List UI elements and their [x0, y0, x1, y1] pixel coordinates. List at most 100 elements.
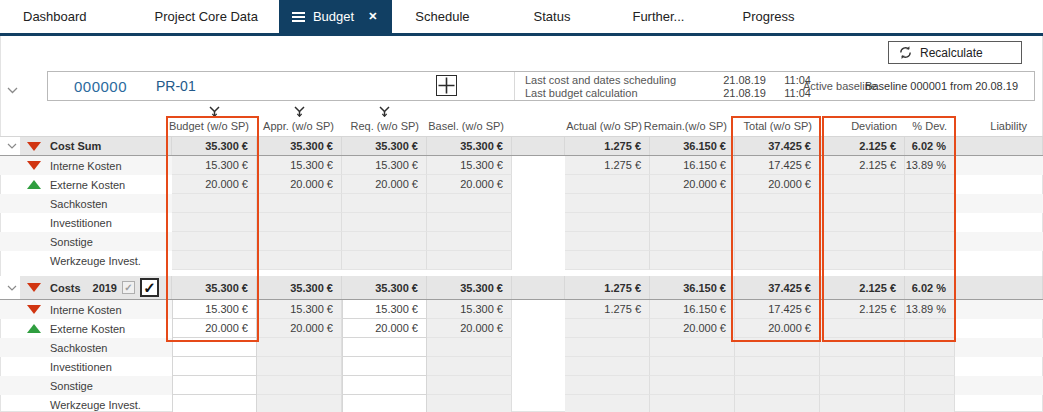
cell-devpct: [905, 232, 955, 251]
cell-budget[interactable]: [172, 395, 257, 412]
cell-budget: [172, 213, 257, 232]
cell-basel: 35.300 €: [427, 276, 512, 299]
cell-liability: [955, 175, 1043, 194]
cell-budget[interactable]: 15.300 €: [172, 300, 257, 319]
row-label: Werkzeuge Invest.: [50, 255, 141, 267]
tab-label: Dashboard: [23, 9, 87, 24]
column-header-total[interactable]: Total (w/o SP): [735, 115, 820, 137]
cell-gap: [512, 232, 565, 251]
year-label: 2019: [93, 282, 117, 294]
stat-date: 21.08.19: [710, 74, 766, 86]
cell-dev: [820, 319, 905, 338]
cell-remain: 36.150 €: [650, 137, 735, 155]
cell-devpct: 13.89 %: [905, 300, 955, 319]
column-header-budget[interactable]: Budget (w/o SP): [172, 115, 257, 137]
column-header-basel[interactable]: Basel. (w/o SP): [427, 115, 512, 137]
section-label-cell: Cost Sum: [0, 137, 172, 155]
recalculate-button[interactable]: Recalculate: [888, 41, 1022, 64]
cell-devpct: [905, 357, 955, 376]
tab-label: Project Core Data: [155, 9, 258, 24]
cell-appr: [257, 213, 342, 232]
menu-bar: [292, 12, 305, 14]
add-plus-button[interactable]: [436, 75, 457, 96]
cell-actual: [565, 213, 650, 232]
tab-spacer: [104, 0, 138, 33]
section-name: Cost Sum: [50, 140, 101, 152]
close-icon[interactable]: ✕: [366, 9, 379, 24]
column-header-req[interactable]: Req. (w/o SP): [342, 115, 427, 137]
table-row: Investitionen: [0, 213, 1043, 232]
cell-total: 37.425 €: [735, 276, 820, 299]
column-header-actual[interactable]: Actual (w/o SP): [565, 115, 650, 137]
row-label-cell: Interne Kosten: [0, 300, 172, 319]
cell-total: 17.425 €: [735, 300, 820, 319]
tab-schedule[interactable]: Schedule: [398, 0, 486, 33]
cell-req[interactable]: [342, 395, 427, 412]
cell-gap: [512, 156, 565, 175]
cell-budget[interactable]: [172, 357, 257, 376]
tab-dashboard[interactable]: Dashboard: [6, 0, 104, 33]
cell-remain: [650, 338, 735, 357]
cell-dev: 2.125 €: [820, 156, 905, 175]
row-label-cell: Sachkosten: [0, 338, 172, 357]
menu-bar: [292, 16, 305, 18]
cell-dev: [820, 194, 905, 213]
cell-liability: [955, 395, 1043, 412]
menu-icon: [292, 12, 305, 22]
cell-req[interactable]: 15.300 €: [342, 300, 427, 319]
menu-bar: [292, 20, 305, 22]
year-checkbox-small[interactable]: ✓: [122, 281, 135, 294]
cell-req: [342, 251, 427, 270]
cell-req: [342, 213, 427, 232]
year-checkbox-big[interactable]: ✓: [140, 278, 159, 297]
row-label-cell: Externe Kosten: [0, 319, 172, 338]
cell-appr: [257, 194, 342, 213]
cell-req: 35.300 €: [342, 137, 427, 155]
cell-remain: 16.150 €: [650, 156, 735, 175]
table-row: Interne Kosten15.300 €15.300 €15.300 €15…: [0, 156, 1043, 175]
cell-liability: [955, 156, 1043, 175]
cell-req: 20.000 €: [342, 175, 427, 194]
cell-dev: 2.125 €: [820, 300, 905, 319]
cell-basel: 20.000 €: [427, 319, 512, 338]
row-label-cell: Investitionen: [0, 357, 172, 376]
table-row: Investitionen: [0, 357, 1043, 376]
table-row: Interne Kosten15.300 €15.300 €15.300 €15…: [0, 300, 1043, 319]
tab-label: Progress: [742, 9, 794, 24]
cell-gap: [512, 137, 565, 155]
cell-budget[interactable]: [172, 338, 257, 357]
section-collapse-chevron-icon[interactable]: [7, 285, 27, 291]
column-header-liability[interactable]: Liability: [955, 115, 1043, 137]
cell-remain: [650, 357, 735, 376]
cell-req[interactable]: [342, 357, 427, 376]
budget-table: Budget (w/o SP)Appr. (w/o SP)Req. (w/o S…: [0, 103, 1043, 412]
project-expand-chevron-icon[interactable]: [7, 80, 18, 98]
cell-appr: [257, 251, 342, 270]
cell-req[interactable]: [342, 338, 427, 357]
tab-budget[interactable]: Budget✕: [279, 0, 392, 33]
cell-total: [735, 213, 820, 232]
cell-devpct: [905, 251, 955, 270]
column-header-devpct[interactable]: % Dev.: [905, 115, 955, 137]
trend-up-icon: [27, 180, 41, 189]
cell-basel: [427, 213, 512, 232]
tab-progress[interactable]: Progress: [725, 0, 811, 33]
tab-further[interactable]: Further...: [615, 0, 701, 33]
cell-actual: [565, 319, 650, 338]
column-header-remain[interactable]: Remain.(w/o SP): [650, 115, 735, 137]
column-header-dev[interactable]: Deviation: [820, 115, 905, 137]
cell-budget[interactable]: 20.000 €: [172, 319, 257, 338]
tab-status[interactable]: Status: [517, 0, 588, 33]
column-header-appr[interactable]: Appr. (w/o SP): [257, 115, 342, 137]
cell-gap: [512, 338, 565, 357]
cell-req[interactable]: [342, 376, 427, 395]
section-label-cell: Costs2019✓✓: [0, 276, 172, 299]
divider: [514, 72, 515, 100]
cell-total: [735, 251, 820, 270]
tab-project-core-data[interactable]: Project Core Data: [138, 0, 275, 33]
cell-budget[interactable]: [172, 376, 257, 395]
cell-req: [342, 232, 427, 251]
tab-spacer: [701, 0, 725, 33]
section-collapse-chevron-icon[interactable]: [7, 143, 27, 149]
cell-req[interactable]: 20.000 €: [342, 319, 427, 338]
